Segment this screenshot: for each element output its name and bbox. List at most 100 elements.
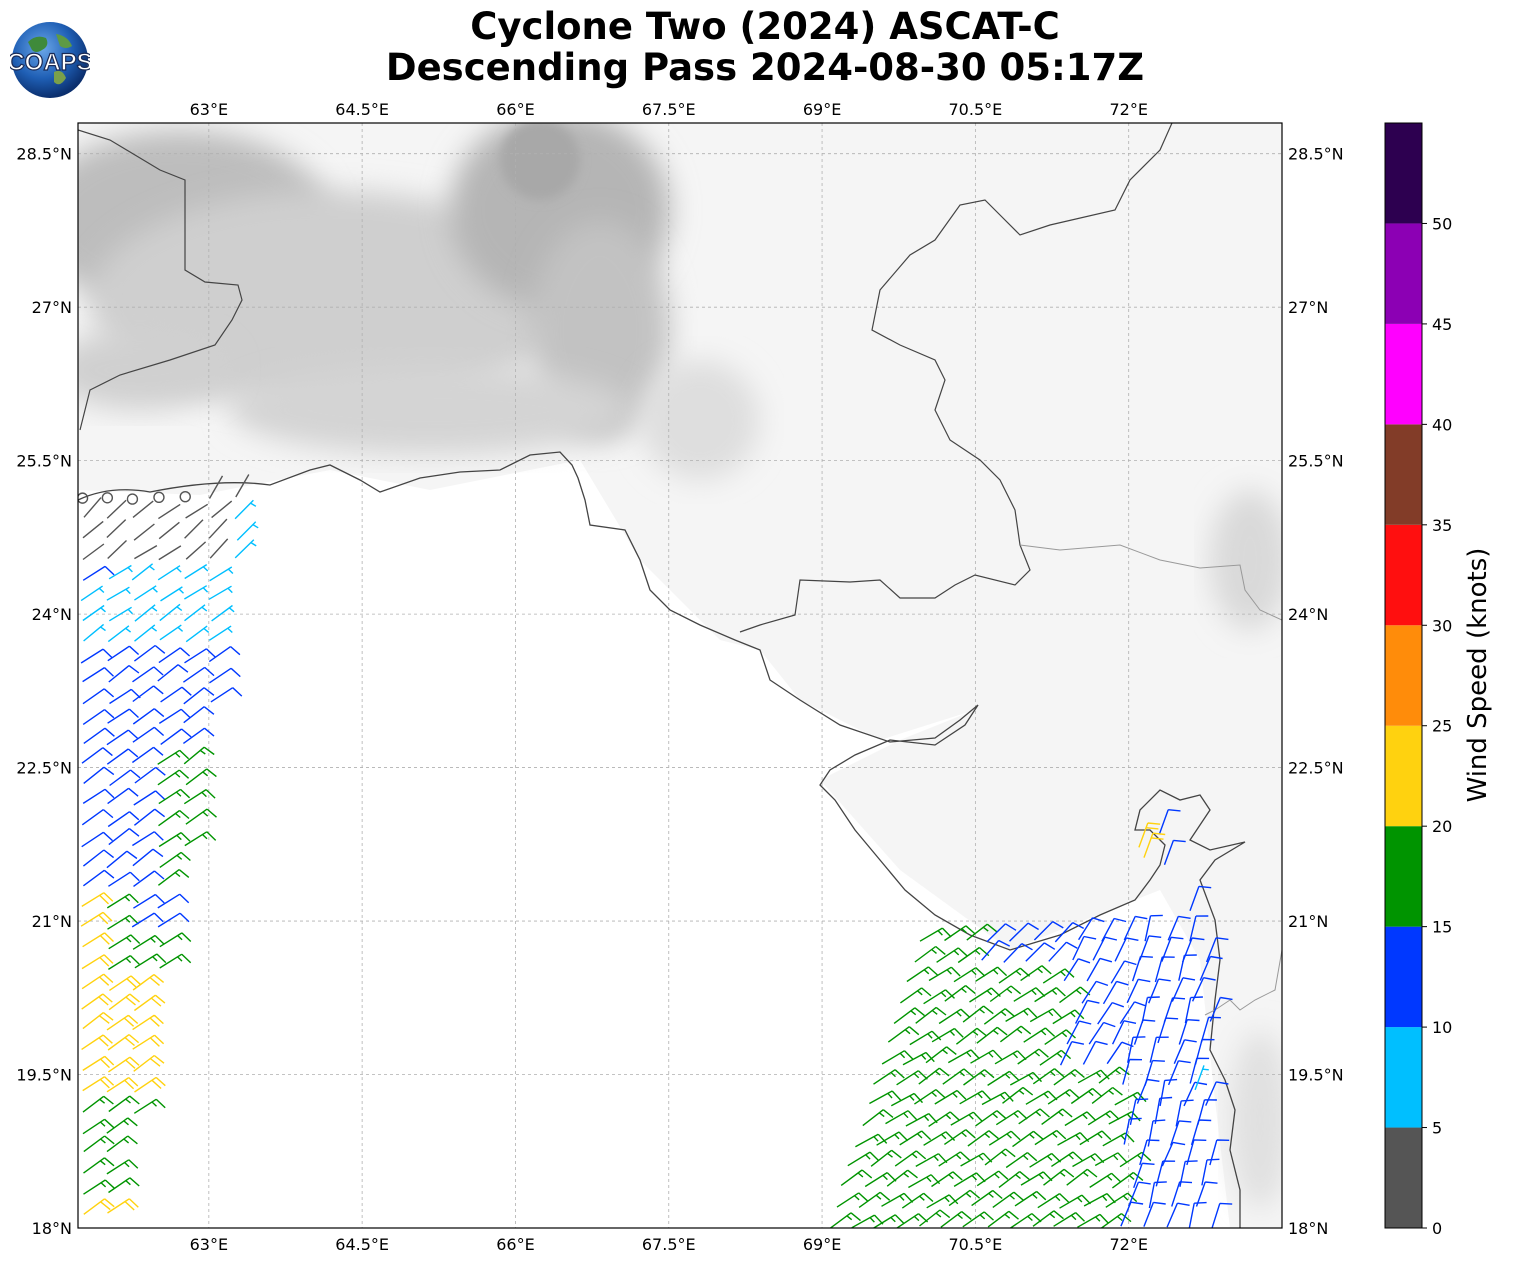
wind-barb (134, 544, 158, 560)
wind-barb (1127, 1036, 1146, 1063)
wind-barb (1081, 980, 1109, 1004)
wind-barb (160, 728, 192, 745)
wind-barb (1082, 1040, 1108, 1065)
wind-barb (890, 1092, 924, 1107)
wind-barb (992, 1191, 1024, 1208)
lon-tick-bottom: 66°E (496, 1235, 534, 1254)
lon-tick-top: 72°E (1109, 100, 1147, 119)
wind-barb (157, 869, 190, 886)
wind-barb (184, 831, 217, 847)
wind-barb (160, 586, 184, 602)
wind-barb (948, 1189, 981, 1207)
colorbar-bin (1385, 1127, 1422, 1228)
wind-barb (1020, 965, 1052, 982)
axis-ticks: 63°E 63°E 64.5°E 64.5°E 66°E 66°E 67.5°E 67.5°E… (16, 100, 1343, 1254)
wind-barb (914, 945, 946, 963)
wind-barb (107, 708, 139, 724)
colorbar-bin (1385, 424, 1422, 525)
wind-barb (132, 848, 164, 867)
wind-barb (919, 927, 952, 942)
wind-barb (133, 994, 166, 1012)
wind-barb (158, 788, 191, 805)
wind-barb (1131, 955, 1153, 982)
wind-barb (132, 974, 165, 991)
wind-barb (1178, 954, 1197, 981)
wind-barb (108, 955, 140, 970)
wind-barb (108, 564, 133, 580)
wind-barb (133, 808, 166, 826)
wind-barb (106, 850, 138, 869)
wind-barb (940, 1211, 972, 1228)
wind-barb (1102, 980, 1129, 1005)
wind-barb (158, 832, 191, 848)
wind-barb (81, 973, 114, 990)
wind-barb (236, 521, 259, 541)
wind-barb (1211, 1202, 1233, 1228)
wind-barb (1074, 999, 1100, 1024)
wind-barb (182, 727, 215, 744)
wind-barb (1114, 937, 1139, 962)
colorbar-tick-label: 50 (1432, 214, 1452, 233)
colorbar-bin (1385, 223, 1422, 324)
colorbar-bin (1385, 524, 1422, 626)
wind-barb (158, 809, 190, 827)
wind-barb (1034, 987, 1066, 1003)
wind-barb (989, 985, 1022, 1003)
wind-barb (108, 828, 140, 846)
wind-barb (185, 541, 207, 560)
wind-barb (944, 985, 976, 1002)
wind-barb (885, 1110, 918, 1125)
wind-barb (1159, 1078, 1178, 1107)
wind-barb (1059, 1194, 1092, 1209)
wind-barbs (78, 474, 1233, 1228)
wind-barb (869, 1090, 902, 1105)
wind-barb (1052, 1009, 1085, 1025)
wind-barb (107, 539, 127, 560)
wind-barb (159, 624, 184, 641)
wind-barb (886, 1169, 918, 1187)
wind-barb (82, 688, 115, 705)
wind-barb (184, 564, 209, 580)
wind-barb (106, 1077, 139, 1093)
wind-barb (1009, 922, 1039, 942)
wind-barb (159, 932, 192, 948)
wind-barb (1010, 1213, 1042, 1228)
wind-barb (1044, 1029, 1076, 1045)
wind-barb (1053, 1212, 1085, 1227)
wind-barb (1029, 1008, 1062, 1023)
wind-barb (108, 993, 140, 1011)
wind-barb (208, 518, 228, 539)
lon-tick-bottom: 69°E (803, 1235, 841, 1254)
lat-tick-right: 18°N (1288, 1219, 1328, 1238)
wind-barb (987, 1070, 1019, 1086)
wind-barb (1091, 1086, 1123, 1104)
wind-barb (862, 1109, 894, 1127)
wind-barb (157, 664, 189, 682)
wind-barb (134, 604, 158, 622)
wind-barb (106, 499, 127, 519)
wind-barb (1119, 1001, 1147, 1024)
wind-barb (1200, 1016, 1221, 1043)
wind-barb (1167, 915, 1191, 941)
wind-barb (82, 849, 115, 867)
wind-barb (134, 1076, 166, 1093)
wind-barb (1064, 1111, 1097, 1127)
wind-barb (106, 1135, 138, 1153)
wind-barb (1043, 1168, 1075, 1186)
wind-barb (184, 604, 208, 622)
colorbar-bin (1385, 1027, 1422, 1128)
coastline-arabian-sea (78, 451, 1246, 1228)
wind-barb (1209, 1139, 1230, 1166)
wind-barb (938, 1008, 971, 1025)
wind-barb (81, 831, 113, 848)
wind-barb (133, 644, 166, 662)
wind-barb (210, 687, 243, 703)
wind-barb (157, 893, 190, 909)
wind-barb (870, 1149, 902, 1167)
wind-barb (208, 585, 233, 600)
wind-barb (83, 623, 106, 642)
wind-barb (82, 788, 115, 804)
wind-barb (1201, 1158, 1220, 1186)
wind-barb (108, 934, 141, 950)
